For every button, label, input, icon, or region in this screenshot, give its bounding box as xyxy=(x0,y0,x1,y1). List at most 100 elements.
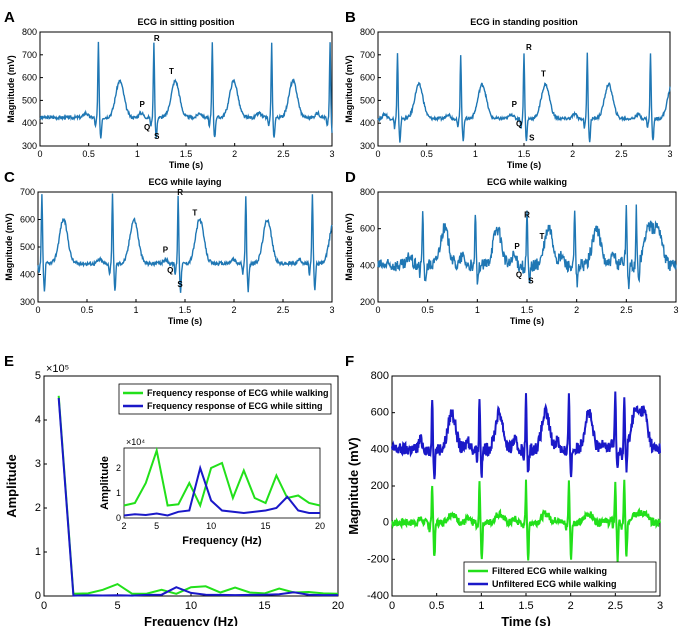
legend: Frequency response of ECG while walking F… xyxy=(118,383,332,415)
x-tick-label: 15 xyxy=(258,600,270,612)
x-tick-label: 2.5 xyxy=(620,305,633,315)
y-tick-label: 500 xyxy=(22,95,37,105)
x-axis-label: Frequency (Hz) xyxy=(144,614,238,626)
series-line-blue xyxy=(57,397,338,597)
x-tick-label: 2 xyxy=(231,305,236,315)
x-tick-label: 3 xyxy=(329,149,334,159)
x-tick-label: 2 xyxy=(574,305,579,315)
inset-exponent-label: ×10⁴ xyxy=(126,437,145,447)
x-tick-label: 1 xyxy=(135,149,140,159)
wave-label-p: P xyxy=(140,100,146,109)
wave-label-q: Q xyxy=(516,270,522,279)
y-axis-label: Magnitude (mV) xyxy=(346,437,361,535)
x-axis-label: Time (s) xyxy=(510,316,544,326)
y-tick-label: 700 xyxy=(20,187,35,197)
y-tick-label: 800 xyxy=(22,27,37,37)
x-tick-label: 0.5 xyxy=(429,600,444,612)
wave-label-s: S xyxy=(154,132,160,141)
y-tick-label: 200 xyxy=(371,480,389,492)
y-tick-label: 800 xyxy=(360,27,375,37)
chart-title: ECG in standing position xyxy=(470,17,578,27)
wave-label-s: S xyxy=(177,280,183,289)
inset-x-tick-label: 5 xyxy=(154,521,159,531)
wave-label-t: T xyxy=(169,67,174,76)
inset-frame xyxy=(123,447,321,519)
y-axis-label: Magnitude (mV) xyxy=(6,55,16,123)
plot-frame xyxy=(377,191,677,303)
x-tick-label: 2.5 xyxy=(615,149,628,159)
y-tick-label: 300 xyxy=(360,141,375,151)
x-tick-label: 5 xyxy=(114,600,120,612)
wave-label-r: R xyxy=(526,43,532,52)
wave-label-t: T xyxy=(541,69,546,78)
x-tick-label: 0 xyxy=(375,149,380,159)
x-tick-label: 1 xyxy=(478,600,484,612)
x-axis-label: Time (s) xyxy=(169,160,203,170)
inset-y-tick-label: 0 xyxy=(116,513,121,523)
legend: Filtered ECG while walking Unfiltered ECG… xyxy=(463,561,657,593)
wave-label-q: Q xyxy=(144,123,150,132)
y-tick-label: 600 xyxy=(360,73,375,83)
wave-label-t: T xyxy=(539,232,544,241)
panel-c: 0 0.5 1 1.5 2 2.5 3 300 400 500 600 700 Time (s) Magn… xyxy=(4,169,335,326)
panel-d: 0 0.5 1 1.5 2 2.5 3 200 400 600 800 Time (s) Magnitu… xyxy=(344,169,679,326)
x-tick-label: 20 xyxy=(332,600,344,612)
wave-label-q: Q xyxy=(516,120,522,129)
x-tick-label: 0 xyxy=(35,305,40,315)
panel-label: B xyxy=(345,9,356,26)
panel-f: 0 0.5 1 1.5 2 2.5 3 -400 -200 0 200 400 600 800 Time (… xyxy=(345,353,663,626)
inset-y-axis-label: Amplitude xyxy=(99,456,111,510)
x-tick-label: 0 xyxy=(389,600,395,612)
x-tick-label: 1.5 xyxy=(518,600,533,612)
plot-frame xyxy=(37,191,333,303)
x-axis-label: Time (s) xyxy=(168,316,202,326)
legend-box xyxy=(118,383,332,415)
y-tick-label: 1 xyxy=(35,546,41,558)
x-tick-label: 0 xyxy=(375,305,380,315)
panel-label: E xyxy=(4,353,14,370)
inset-y-tick-label: 2 xyxy=(116,463,121,473)
x-axis-label: Time (s) xyxy=(507,160,541,170)
wave-label-p: P xyxy=(163,246,169,255)
y-axis-label: Magnitude (mV) xyxy=(4,213,14,281)
y-tick-label: 500 xyxy=(20,242,35,252)
y-tick-label: 700 xyxy=(360,50,375,60)
y-tick-label: 400 xyxy=(360,118,375,128)
panel-b: 0 0.5 1 1.5 2 2.5 3 300 400 500 600 700 800 Time (s) M… xyxy=(344,9,673,170)
y-tick-label: 400 xyxy=(371,443,389,455)
legend-entry: Unfiltered ECG while walking xyxy=(492,579,617,589)
y-exponent-label: ×10⁵ xyxy=(46,363,69,375)
legend-entry: Filtered ECG while walking xyxy=(492,566,607,576)
wave-label-p: P xyxy=(514,242,520,251)
inset-x-tick-label: 10 xyxy=(206,521,216,531)
y-tick-label: 800 xyxy=(360,187,375,197)
ecg-trace xyxy=(39,41,333,139)
panel-label: D xyxy=(345,169,356,186)
panel-label: C xyxy=(4,169,15,186)
y-tick-label: 400 xyxy=(20,270,35,280)
inset-y-tick-label: 1 xyxy=(116,488,121,498)
wave-label-p: P xyxy=(512,100,518,109)
y-tick-label: 4 xyxy=(35,414,41,426)
series-line-green xyxy=(391,479,661,563)
inset-chart: 2 5 10 15 20 0 1 2 Frequency (Hz) Amplitude ×10⁴ xyxy=(99,437,325,547)
x-tick-label: 0 xyxy=(41,600,47,612)
ecg-trace xyxy=(377,204,677,290)
x-tick-label: 3 xyxy=(667,149,672,159)
wave-label-q: Q xyxy=(167,266,173,275)
y-tick-label: 5 xyxy=(35,370,41,382)
y-axis-label: Amplitude xyxy=(4,454,19,518)
x-tick-label: 1 xyxy=(133,305,138,315)
y-axis-label: Magnitude (mV) xyxy=(344,55,354,123)
y-axis-label: Magnitude (mV) xyxy=(344,213,354,281)
plot-frame xyxy=(39,31,333,147)
legend-box xyxy=(463,561,657,593)
y-tick-label: 0 xyxy=(383,517,389,529)
wave-label-r: R xyxy=(524,211,530,220)
x-tick-label: 10 xyxy=(185,600,197,612)
x-tick-label: 1.5 xyxy=(518,149,531,159)
x-tick-label: 1 xyxy=(473,149,478,159)
y-tick-label: 800 xyxy=(371,370,389,382)
